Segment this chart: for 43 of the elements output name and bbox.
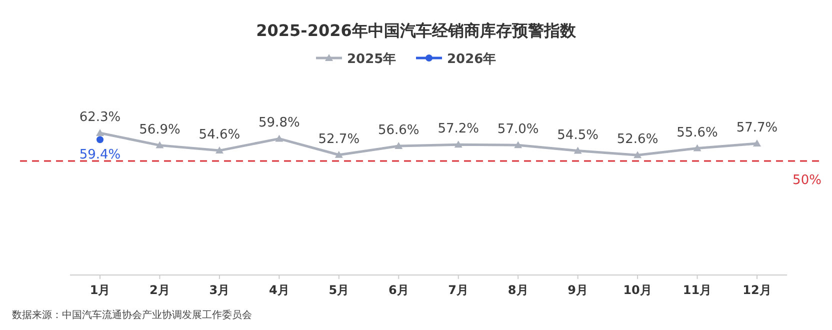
x-tick-label: 12月 (742, 283, 772, 297)
data-label: 56.6% (378, 122, 420, 138)
x-tick-label: 6月 (388, 283, 409, 297)
point (693, 144, 702, 152)
point (215, 146, 224, 154)
chart-title: 2025-2026年中国汽车经销商库存预警指数 (256, 21, 577, 40)
point (454, 140, 462, 148)
point (156, 141, 164, 148)
data-label: 57.7% (736, 120, 778, 136)
x-tick-label: 10月 (623, 283, 652, 297)
point (96, 136, 104, 144)
data-label: 56.9% (139, 122, 180, 138)
data-label: 57.0% (497, 122, 539, 138)
x-tick-label: 8月 (508, 283, 528, 297)
x-tick-label: 2月 (150, 283, 170, 297)
data-label: 57.2% (438, 122, 480, 137)
x-tick-label: 9月 (568, 283, 588, 297)
point (96, 129, 104, 136)
data-label: 52.7% (318, 132, 360, 147)
point (574, 146, 582, 154)
point (514, 141, 522, 148)
point (634, 151, 642, 158)
data-label: 59.4% (79, 148, 121, 163)
point (394, 142, 403, 149)
legend-label: 2025年 (347, 52, 396, 67)
x-tick-label: 11月 (682, 283, 712, 297)
legend-label: 2026年 (447, 52, 496, 67)
x-tick-label: 7月 (448, 283, 469, 297)
data-label: 52.6% (616, 132, 658, 148)
data-label: 54.5% (557, 128, 598, 143)
x-tick-label: 3月 (209, 283, 230, 297)
x-tick-label: 1月 (90, 283, 110, 297)
point (753, 139, 761, 146)
ref-line-label: 50% (792, 173, 822, 188)
x-tick-label: 5月 (328, 283, 350, 297)
source-note: 数据来源：中国汽车流通协会产业协调发展工作委员会 (12, 309, 252, 321)
point (275, 134, 284, 142)
data-label: 54.6% (198, 128, 240, 143)
data-label: 55.6% (676, 125, 718, 140)
data-label: 59.8% (258, 116, 300, 131)
data-label: 62.3% (79, 110, 121, 125)
x-tick-label: 4月 (269, 283, 290, 297)
point (334, 150, 343, 158)
